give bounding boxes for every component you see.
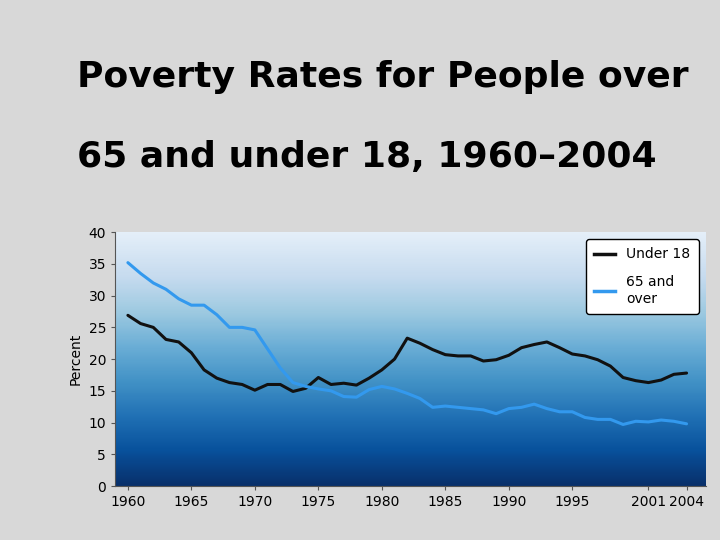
Text: Poverty Rates for People over: Poverty Rates for People over xyxy=(77,60,689,94)
Y-axis label: Percent: Percent xyxy=(69,333,83,385)
Legend: Under 18, 65 and
over: Under 18, 65 and over xyxy=(586,239,698,314)
Text: 65 and under 18, 1960–2004: 65 and under 18, 1960–2004 xyxy=(77,140,657,174)
